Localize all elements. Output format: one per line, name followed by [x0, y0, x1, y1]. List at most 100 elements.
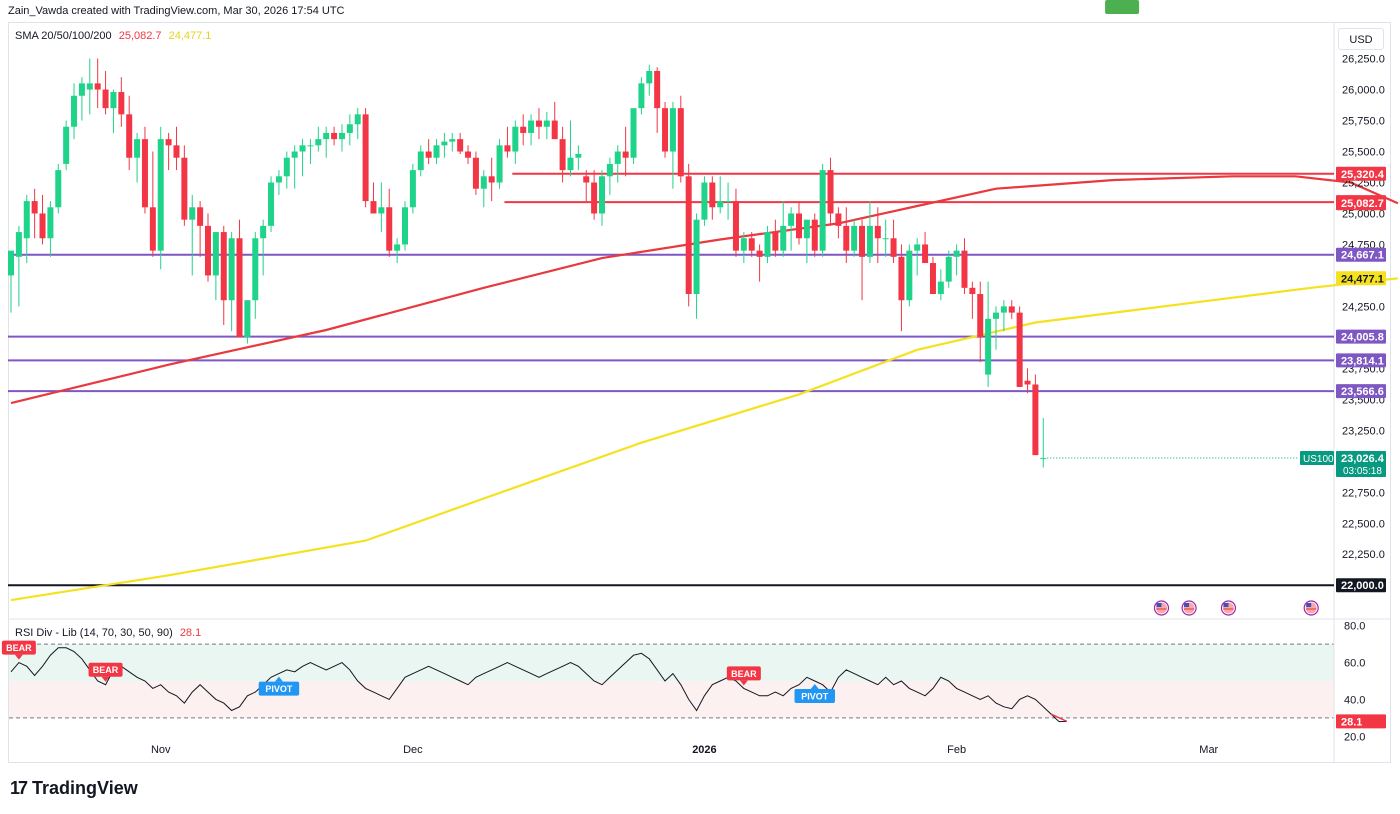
candle-body [441, 141, 448, 146]
candle [772, 219, 779, 257]
last-price-value: 23,026.4 [1341, 453, 1385, 465]
candle [149, 151, 156, 257]
candle [157, 126, 164, 270]
candle [914, 238, 921, 276]
candle [165, 132, 172, 171]
price-tick-label: 22,250.0 [1342, 549, 1385, 561]
price-axis: 26,250.026,000.025,750.025,500.025,250.0… [1047, 54, 1386, 743]
candle [993, 306, 999, 350]
level-tag-5-bg [1336, 384, 1386, 399]
candle [23, 194, 30, 264]
candle [212, 232, 219, 301]
candle [843, 207, 850, 264]
rsi-marker-bg [794, 689, 836, 703]
currency-button[interactable]: USD [1338, 28, 1384, 50]
candle [606, 157, 613, 195]
candle [236, 219, 243, 338]
candle-body [945, 256, 952, 282]
brand-name: TradingView [32, 778, 138, 798]
tradingview-brand[interactable]: 17 TradingView [10, 778, 138, 799]
sma-legend-value-red: 25,082.7 [118, 30, 162, 42]
candle [346, 114, 353, 146]
candle [402, 201, 408, 251]
candle [1040, 417, 1047, 468]
rsi-marker-label: PIVOT [801, 692, 829, 702]
candle-body [788, 213, 795, 226]
rsi-legend[interactable]: RSI Div - Lib (14, 70, 30, 50, 90) 28.1 [15, 627, 201, 639]
candle [922, 232, 929, 264]
candle-body [811, 219, 818, 251]
price-tick-label: 26,000.0 [1342, 85, 1385, 97]
candle [480, 170, 487, 208]
candle [315, 126, 322, 152]
candle-body [189, 207, 196, 220]
rsi-marker-pointer [739, 680, 748, 686]
candle [1032, 374, 1039, 456]
candle [977, 281, 984, 363]
candle [685, 163, 692, 307]
candles [8, 58, 1047, 468]
candle-body [528, 120, 535, 133]
level-tag-6: 22,000.0 [1336, 578, 1386, 593]
candle-body [449, 139, 456, 142]
candle-body [803, 219, 810, 239]
candle-body [969, 287, 976, 295]
event-icon-canton [1223, 603, 1229, 607]
price-tick-label: 25,000.0 [1342, 208, 1385, 220]
candle [890, 219, 897, 264]
candle-body [315, 139, 322, 146]
candle [457, 132, 464, 154]
candle-body [425, 151, 432, 158]
rsi-oversold-zone [9, 681, 1334, 718]
candle [31, 188, 38, 239]
candle [15, 225, 22, 307]
candle [630, 108, 637, 164]
candle-body [394, 244, 401, 251]
candle [654, 67, 661, 133]
candle [599, 170, 605, 226]
candle-body [929, 263, 936, 295]
sma-legend[interactable]: SMA 20/50/100/200 25,082.7 24,477.1 [15, 30, 211, 42]
candle-body [701, 182, 708, 220]
candle-body [386, 207, 393, 251]
candle [299, 139, 306, 177]
candle-body [882, 238, 889, 240]
rsi-marker-label: BULL [1110, 0, 1134, 2]
candle-body [630, 108, 637, 158]
candle [732, 188, 739, 257]
rsi-zones [9, 643, 1334, 719]
chart-frame [8, 22, 1391, 763]
candle [220, 225, 227, 325]
candle [662, 101, 669, 158]
candle-body [953, 250, 960, 257]
candle-body [141, 139, 148, 208]
candle-body [299, 145, 306, 152]
candle [173, 126, 180, 171]
event-flag-icon [1153, 600, 1170, 616]
tradingview-logo-icon: 17 [10, 778, 28, 798]
candle-body [149, 207, 156, 251]
candle [47, 201, 54, 257]
event-icon-canton [1184, 603, 1190, 607]
sma-price-tag-1-text: 24,477.1 [1341, 273, 1384, 285]
candle-body [31, 201, 38, 214]
candle [134, 132, 141, 183]
candle-body [465, 151, 472, 158]
candle-body [1040, 458, 1047, 460]
candle-body [993, 312, 999, 319]
rsi-line-tail [1050, 713, 1068, 723]
price-tick-label: 23,250.0 [1342, 425, 1385, 437]
rsi-marker-pointer [274, 676, 283, 682]
rsi-last-value-tag-bg [1336, 714, 1386, 729]
candle-body [134, 139, 141, 158]
event-flag-icon [1220, 600, 1237, 616]
candle-body [851, 225, 858, 251]
candle [268, 176, 275, 233]
level-tag-0-bg [1336, 166, 1386, 181]
candle [559, 126, 566, 183]
candle-body [748, 238, 755, 251]
candle-body [94, 83, 101, 90]
level-tag-2: 24,667.1 [1336, 247, 1386, 262]
price-tick-label: 22,750.0 [1342, 487, 1385, 499]
